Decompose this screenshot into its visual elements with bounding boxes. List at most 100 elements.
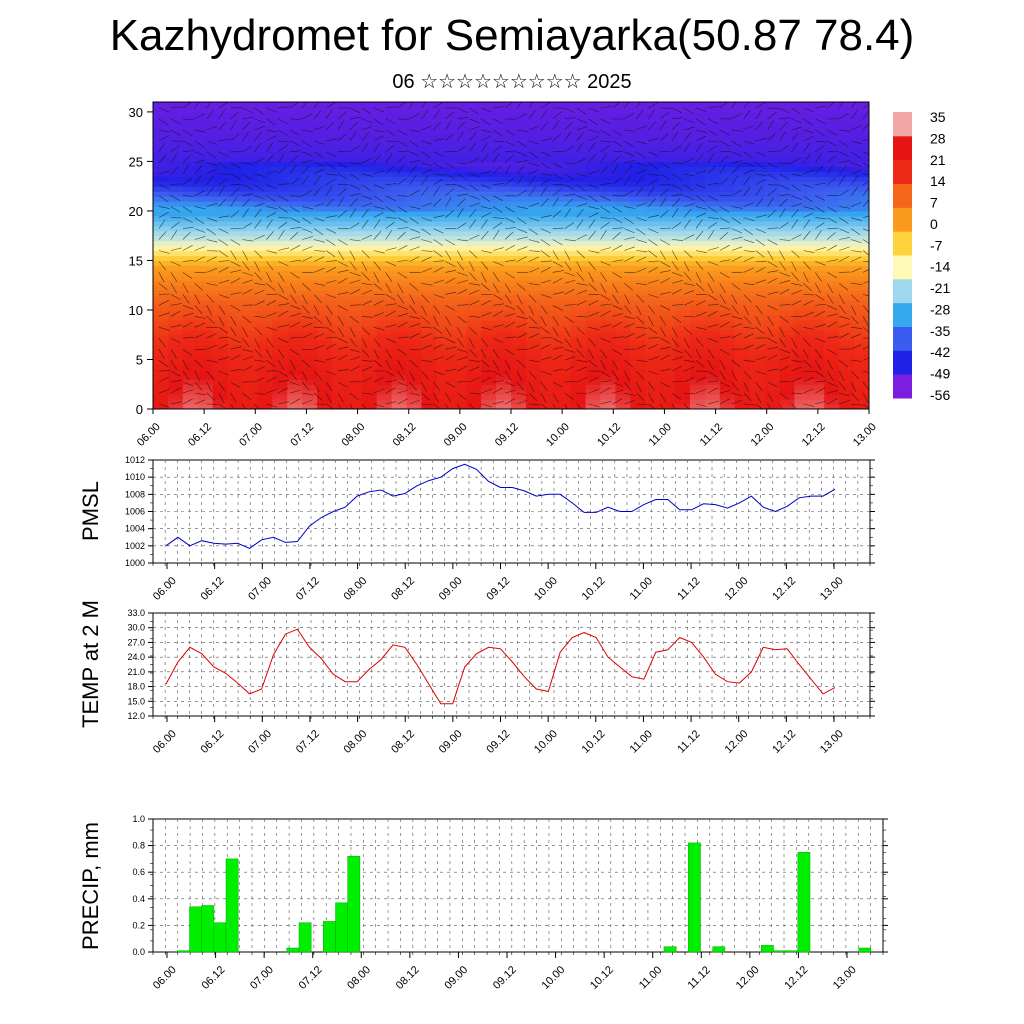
wind-vector <box>755 137 767 142</box>
heatmap-cell <box>153 102 169 108</box>
wind-vector <box>337 173 348 180</box>
heatmap-cell <box>555 399 572 405</box>
heatmap-cell <box>421 102 438 108</box>
wind-vector <box>564 222 575 229</box>
wind-vector <box>564 250 571 261</box>
heatmap-cell <box>496 141 512 148</box>
heatmap-cell <box>242 205 259 212</box>
heatmap-cell <box>540 166 557 172</box>
heatmap-cell <box>496 102 512 108</box>
wind-vector <box>206 162 218 166</box>
wind-vector <box>278 165 287 175</box>
heatmap-cell <box>615 186 631 192</box>
wind-vector <box>648 267 659 273</box>
heatmap-cell <box>332 295 348 301</box>
wind-vector <box>278 283 285 294</box>
heatmap-cell <box>496 146 512 153</box>
wind-vector <box>755 228 766 234</box>
heatmap-cell <box>779 245 796 252</box>
wind-vector <box>290 313 301 317</box>
heatmap-cell <box>376 309 393 316</box>
heatmap-cell <box>719 344 736 351</box>
heatmap-cell <box>167 220 184 227</box>
heatmap-cell <box>197 146 214 153</box>
wind-vector <box>170 195 181 202</box>
heatmap-cell <box>197 374 214 380</box>
wind-vector <box>314 403 326 405</box>
heatmap-cell <box>257 240 273 247</box>
heatmap-cell <box>645 270 661 276</box>
heatmap-cell <box>167 324 184 331</box>
wind-vector <box>815 400 826 405</box>
heatmap-cell <box>436 205 452 212</box>
wind-vector <box>743 344 754 350</box>
heatmap-cell <box>451 196 467 202</box>
heatmap-cell <box>421 374 438 380</box>
heatmap-cell <box>332 205 348 212</box>
wind-vector <box>218 316 225 327</box>
heatmap-cell <box>794 349 810 356</box>
colorbar-swatch <box>893 350 912 375</box>
heatmap-cell <box>287 255 303 262</box>
heatmap-cell <box>376 369 393 375</box>
heatmap-cell <box>525 171 542 177</box>
heatmap-cell <box>764 181 781 187</box>
heatmap-cell <box>197 324 214 331</box>
heatmap-cell <box>182 161 199 167</box>
wind-vector <box>302 113 313 120</box>
heatmap-cell <box>585 116 602 123</box>
heatmap-cell <box>361 181 378 187</box>
wind-vector <box>707 370 718 378</box>
heatmap-cell <box>421 369 438 375</box>
heatmap-cell <box>332 349 348 356</box>
wind-vector <box>278 106 290 109</box>
wind-vector <box>564 117 576 120</box>
heatmap-cell <box>839 324 855 331</box>
heatmap-cell <box>496 309 512 316</box>
wind-vector <box>266 129 278 133</box>
wind-vector <box>827 206 837 213</box>
wind-vector <box>636 333 647 339</box>
wind-vector <box>313 102 319 109</box>
heatmap-cell <box>704 116 721 123</box>
wind-vector <box>278 379 290 383</box>
heatmap-cell <box>809 102 825 108</box>
heatmap-cell <box>242 230 259 237</box>
wind-vector <box>421 392 430 401</box>
wind-vector <box>850 316 860 325</box>
heatmap-cell <box>749 324 766 331</box>
wind-vector <box>206 110 214 120</box>
heatmap-cell <box>511 131 527 138</box>
wind-vector <box>588 376 599 383</box>
wind-vector <box>397 231 406 240</box>
heatmap-cell <box>391 250 408 257</box>
heatmap-cell <box>615 369 631 375</box>
wind-vector <box>827 390 839 394</box>
wind-vector <box>731 175 739 185</box>
wind-vector <box>218 198 227 207</box>
heatmap-cell <box>376 265 393 271</box>
heatmap-cell <box>600 146 617 153</box>
heatmap-cell <box>197 176 214 182</box>
wind-vector <box>564 121 573 131</box>
heatmap-cell <box>690 161 706 167</box>
wind-vector <box>218 279 230 284</box>
heatmap-cell <box>734 121 751 128</box>
wind-vector <box>791 316 803 318</box>
wind-vector <box>851 327 863 329</box>
heatmap-cell <box>302 255 318 262</box>
wind-vector <box>540 178 551 185</box>
heatmap-cell <box>182 141 199 148</box>
wind-vector <box>373 272 380 283</box>
wind-vector <box>719 321 730 328</box>
wind-vector <box>397 217 408 223</box>
wind-vector <box>206 186 214 196</box>
heatmap-cell <box>302 136 318 143</box>
heatmap-cell <box>585 270 602 276</box>
heatmap-cell <box>317 255 333 262</box>
heatmap-cell <box>764 384 781 390</box>
heatmap-cell <box>242 305 259 311</box>
heatmap-cell <box>361 280 378 286</box>
wind-vector <box>457 250 463 261</box>
heatmap-cell <box>466 161 482 167</box>
